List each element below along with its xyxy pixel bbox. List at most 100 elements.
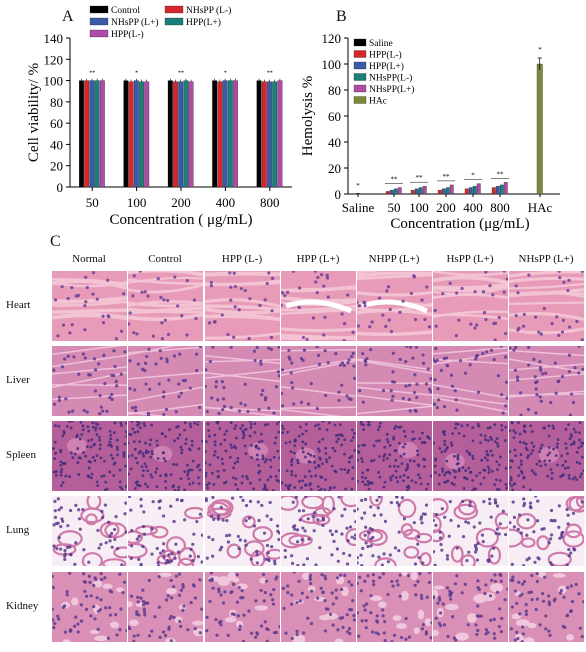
cell-nucleus	[341, 625, 345, 629]
cell-nucleus	[277, 479, 280, 483]
cell-nucleus	[223, 432, 227, 436]
cell-nucleus	[101, 321, 106, 325]
histology-tile	[52, 346, 127, 416]
bar	[536, 63, 543, 195]
cell-nucleus	[302, 348, 307, 352]
cell-nucleus	[550, 563, 554, 566]
cell-nucleus	[149, 455, 152, 459]
cell-nucleus	[139, 564, 143, 566]
cell-nucleus	[212, 453, 216, 457]
cell-nucleus	[66, 296, 70, 301]
cell-nucleus	[177, 382, 181, 386]
cell-nucleus	[295, 633, 299, 637]
cell-nucleus	[438, 536, 443, 540]
cell-nucleus	[521, 324, 526, 328]
cell-nucleus	[510, 484, 514, 488]
cell-nucleus	[70, 323, 74, 327]
cell-nucleus	[514, 313, 518, 318]
cell-nucleus	[74, 541, 78, 545]
cell-nucleus	[318, 458, 322, 461]
bar	[79, 80, 84, 188]
cell-nucleus	[130, 454, 134, 457]
cell-nucleus	[150, 452, 154, 456]
cell-nucleus	[265, 458, 269, 462]
cell-nucleus	[366, 423, 370, 427]
cell-nucleus	[482, 476, 486, 480]
cell-nucleus	[321, 437, 325, 441]
cell-nucleus	[128, 454, 130, 458]
cell-nucleus	[178, 433, 182, 437]
cell-nucleus	[74, 294, 78, 298]
cell-nucleus	[299, 357, 304, 361]
significance-mark: **	[178, 71, 184, 77]
histology-tile	[205, 572, 280, 642]
cell-nucleus	[191, 542, 195, 546]
tissue-texture	[128, 572, 203, 642]
cell-nucleus	[254, 446, 258, 449]
tissue-background	[357, 421, 432, 491]
cell-nucleus	[159, 474, 162, 478]
cell-nucleus	[539, 464, 543, 468]
cell-nucleus	[486, 439, 490, 443]
cell-nucleus	[296, 458, 300, 462]
cell-nucleus	[297, 509, 301, 513]
cell-nucleus	[433, 595, 435, 600]
cell-nucleus	[353, 448, 356, 452]
cell-nucleus	[205, 440, 208, 444]
cell-nucleus	[118, 628, 122, 632]
alveolar-wall	[241, 515, 256, 529]
cell-nucleus	[461, 535, 466, 539]
cell-nucleus	[424, 503, 429, 507]
cell-nucleus	[461, 499, 465, 503]
cell-nucleus	[495, 527, 499, 531]
cell-nucleus	[156, 457, 160, 460]
cell-nucleus	[223, 481, 226, 485]
cell-nucleus	[358, 389, 362, 393]
cell-nucleus	[361, 443, 365, 447]
cell-nucleus	[389, 476, 392, 479]
cell-nucleus	[383, 519, 388, 523]
histology-row-label: Heart	[6, 299, 31, 311]
cell-nucleus	[241, 474, 245, 478]
cell-nucleus	[501, 509, 505, 513]
cell-nucleus	[165, 357, 169, 361]
sinusoid	[128, 371, 203, 380]
cell-nucleus	[301, 446, 305, 450]
cell-nucleus	[248, 297, 252, 301]
cell-nucleus	[519, 459, 523, 463]
cell-nucleus	[87, 373, 91, 377]
cell-nucleus	[433, 308, 437, 313]
cell-nucleus	[266, 627, 270, 632]
cell-nucleus	[569, 443, 573, 446]
cell-nucleus	[214, 380, 219, 384]
cell-nucleus	[476, 390, 481, 394]
cell-nucleus	[266, 478, 270, 482]
cell-nucleus	[286, 485, 290, 489]
bar	[495, 186, 500, 195]
cell-nucleus	[481, 540, 485, 544]
tissue-fiber	[433, 310, 508, 318]
histology-tile	[52, 421, 127, 491]
cell-nucleus	[522, 580, 527, 584]
cell-nucleus	[237, 409, 242, 413]
cell-nucleus	[398, 357, 402, 362]
cell-nucleus	[54, 521, 59, 526]
cell-nucleus	[361, 471, 365, 475]
tissue-texture	[128, 271, 203, 341]
cell-nucleus	[180, 498, 184, 502]
cell-nucleus	[565, 563, 569, 566]
cell-nucleus	[207, 321, 212, 325]
cell-nucleus	[395, 579, 399, 583]
cell-nucleus	[388, 444, 392, 447]
cell-nucleus	[397, 425, 401, 429]
cell-nucleus	[299, 400, 304, 404]
tissue-background	[433, 572, 508, 642]
histology-tile	[357, 271, 432, 341]
cell-nucleus	[316, 353, 321, 357]
cell-nucleus	[391, 394, 395, 398]
y-tick-label: 100	[44, 74, 64, 89]
cell-nucleus	[140, 465, 144, 469]
cell-nucleus	[337, 433, 341, 437]
cell-nucleus	[208, 359, 212, 364]
cell-nucleus	[316, 447, 320, 451]
